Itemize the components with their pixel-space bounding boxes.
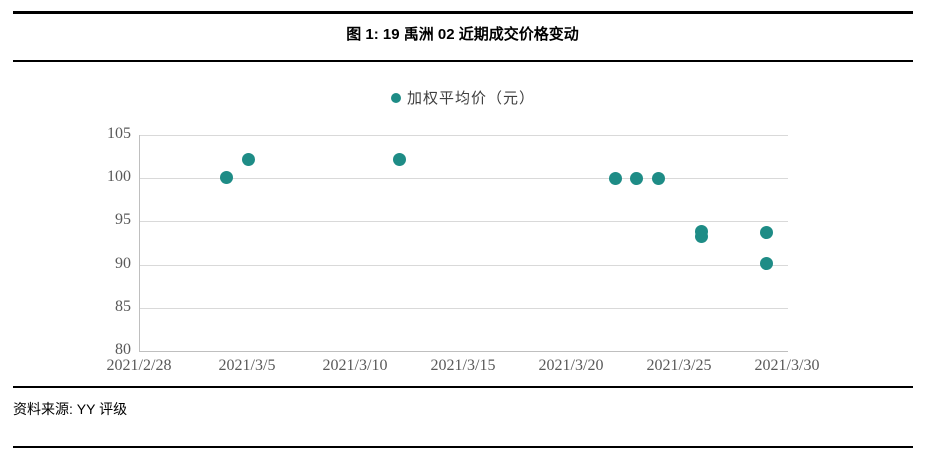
x-tick-label: 2021/3/30 xyxy=(754,357,820,374)
x-tick-label: 2021/3/25 xyxy=(646,357,712,374)
y-tick-label: 105 xyxy=(107,125,131,142)
gridline-y-105 xyxy=(140,135,788,136)
footer-bottom-rule xyxy=(13,446,913,448)
data-point xyxy=(609,172,622,185)
plot-area xyxy=(139,135,788,352)
data-point xyxy=(652,172,665,185)
x-tick-label: 2021/3/20 xyxy=(538,357,604,374)
x-tick-label: 2021/2/28 xyxy=(106,357,172,374)
y-tick-label: 80 xyxy=(115,341,131,358)
gridline-y-90 xyxy=(140,265,788,266)
data-point xyxy=(695,230,708,243)
footer-top-rule xyxy=(13,386,913,388)
x-tick-label: 2021/3/15 xyxy=(430,357,496,374)
chart-legend: 加权平均价（元） xyxy=(139,87,787,108)
data-point xyxy=(630,172,643,185)
data-point xyxy=(760,257,773,270)
y-tick-label: 95 xyxy=(115,211,131,228)
title-divider-rule xyxy=(13,60,913,62)
x-tick-label: 2021/3/5 xyxy=(218,357,276,374)
figure-title: 图 1: 19 禹洲 02 近期成交价格变动 xyxy=(346,26,579,43)
legend-label: 加权平均价（元） xyxy=(406,91,535,107)
data-point xyxy=(760,226,773,239)
x-tick-label: 2021/3/10 xyxy=(322,357,388,374)
legend-marker-icon xyxy=(390,92,401,103)
y-tick-label: 90 xyxy=(115,255,131,272)
data-point xyxy=(242,153,255,166)
source-note: 资料来源: YY 评级 xyxy=(13,401,128,417)
data-point xyxy=(393,153,406,166)
gridline-y-95 xyxy=(140,221,788,222)
gridline-y-100 xyxy=(140,178,788,179)
y-tick-label: 85 xyxy=(115,298,131,315)
gridline-y-85 xyxy=(140,308,788,309)
top-rule xyxy=(13,11,913,14)
y-tick-label: 100 xyxy=(107,168,131,185)
data-point xyxy=(220,171,233,184)
